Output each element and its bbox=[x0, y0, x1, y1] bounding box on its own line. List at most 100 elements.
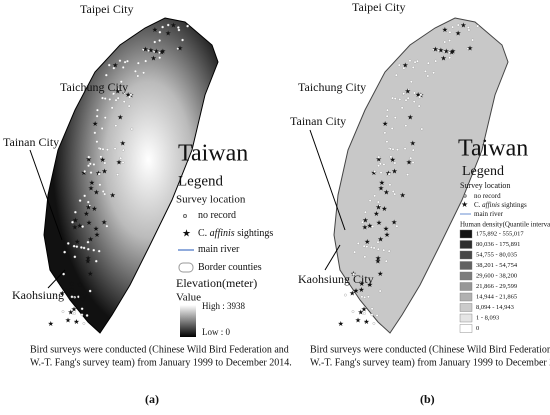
elevation-ramp bbox=[180, 305, 196, 337]
ramp-label: Low : 0 bbox=[202, 327, 230, 337]
survey-point bbox=[391, 96, 394, 100]
panel-a: ★★★★★★★★★★ ★★★★★★★★★★★★★★★★★★★★★★★★★★★★★★… bbox=[3, 2, 292, 406]
legend-symbol bbox=[463, 194, 467, 198]
sighting-marker: ★ bbox=[375, 255, 381, 263]
survey-point bbox=[378, 162, 382, 166]
survey-point bbox=[103, 116, 107, 120]
city-label: Taipei City bbox=[80, 2, 133, 16]
sighting-marker: ★ bbox=[159, 48, 165, 56]
survey-point bbox=[377, 164, 380, 168]
survey-point bbox=[83, 170, 87, 173]
sighting-marker: ★ bbox=[384, 231, 390, 239]
sighting-marker: ★ bbox=[85, 258, 91, 266]
sighting-marker: ★ bbox=[177, 45, 183, 53]
survey-point bbox=[466, 47, 470, 50]
survey-point bbox=[372, 246, 376, 250]
sighting-marker: ★ bbox=[400, 192, 406, 200]
survey-point bbox=[114, 98, 118, 102]
class-label: 80,036 - 175,891 bbox=[476, 241, 520, 248]
class-swatch bbox=[459, 292, 473, 302]
survey-point bbox=[177, 26, 180, 29]
survey-point bbox=[158, 56, 162, 60]
survey-point bbox=[378, 289, 382, 293]
survey-point bbox=[408, 59, 412, 63]
sighting-marker: ★ bbox=[65, 316, 71, 324]
sighting-marker: ★ bbox=[442, 26, 448, 34]
sighting-marker: ★ bbox=[170, 22, 176, 30]
survey-point bbox=[385, 140, 389, 144]
survey-point bbox=[448, 39, 451, 42]
survey-point bbox=[393, 161, 397, 165]
survey-point bbox=[80, 246, 83, 249]
survey-point bbox=[77, 295, 80, 299]
survey-point bbox=[71, 220, 74, 224]
legend-heading: Survey location bbox=[176, 194, 246, 206]
survey-point bbox=[400, 106, 404, 110]
leader-line bbox=[309, 129, 346, 231]
survey-point bbox=[80, 307, 84, 311]
survey-point bbox=[376, 240, 380, 244]
survey-point bbox=[434, 59, 438, 63]
sighting-marker: ★ bbox=[367, 281, 373, 289]
survey-point bbox=[63, 250, 66, 254]
survey-point bbox=[467, 26, 470, 29]
survey-point bbox=[364, 320, 367, 324]
city-label: Taichung City bbox=[60, 80, 128, 94]
city-label: Taipei City bbox=[352, 0, 405, 14]
survey-point bbox=[371, 225, 374, 228]
sighting-marker: ★ bbox=[92, 120, 98, 128]
survey-point bbox=[409, 156, 413, 160]
survey-point bbox=[373, 194, 377, 198]
survey-point bbox=[388, 183, 392, 187]
sighting-marker: ★ bbox=[68, 308, 74, 316]
survey-point bbox=[390, 127, 394, 130]
survey-point bbox=[391, 147, 395, 151]
sighting-marker: ★ bbox=[378, 185, 384, 193]
survey-point bbox=[100, 127, 104, 130]
survey-point bbox=[95, 114, 99, 118]
legend-title: Legend bbox=[462, 164, 504, 179]
sighting-marker: ★ bbox=[390, 156, 396, 164]
sighting-marker: ★ bbox=[432, 45, 438, 53]
survey-point bbox=[402, 92, 405, 95]
survey-point bbox=[418, 95, 421, 99]
survey-point bbox=[62, 272, 65, 276]
sighting-marker: ★ bbox=[438, 46, 444, 54]
survey-point bbox=[97, 172, 101, 176]
survey-point bbox=[353, 250, 356, 254]
survey-point bbox=[373, 170, 377, 173]
survey-point bbox=[105, 224, 109, 228]
class-label: 1 - 8,093 bbox=[476, 314, 499, 321]
sighting-marker: ★ bbox=[375, 258, 381, 266]
legend-item: no record bbox=[198, 210, 236, 221]
survey-point bbox=[406, 96, 410, 100]
sighting-marker: ★ bbox=[349, 289, 355, 297]
sighting-marker: ★ bbox=[358, 308, 364, 316]
survey-point bbox=[122, 100, 126, 103]
sighting-marker: ★ bbox=[371, 169, 377, 177]
survey-point bbox=[70, 295, 74, 299]
survey-point bbox=[112, 66, 116, 70]
class-label: 0 bbox=[476, 325, 479, 332]
survey-point bbox=[153, 40, 157, 44]
survey-point bbox=[66, 242, 70, 245]
survey-point bbox=[362, 244, 366, 248]
survey-point bbox=[394, 73, 398, 77]
survey-point bbox=[103, 192, 107, 196]
sighting-marker: ★ bbox=[150, 54, 156, 62]
survey-point bbox=[379, 171, 383, 174]
survey-point bbox=[416, 59, 419, 63]
sighting-marker: ★ bbox=[362, 224, 368, 232]
survey-point bbox=[413, 91, 416, 95]
survey-point bbox=[81, 225, 84, 228]
sighting-marker: ★ bbox=[440, 54, 446, 62]
sighting-marker: ★ bbox=[377, 270, 383, 278]
class-swatch bbox=[459, 229, 473, 239]
survey-point bbox=[92, 248, 96, 252]
survey-point bbox=[370, 313, 374, 317]
survey-point bbox=[467, 28, 471, 32]
legend-heading: Elevation(meter) bbox=[176, 276, 257, 290]
survey-point bbox=[136, 74, 140, 78]
survey-point bbox=[387, 249, 391, 253]
survey-point bbox=[363, 295, 366, 299]
